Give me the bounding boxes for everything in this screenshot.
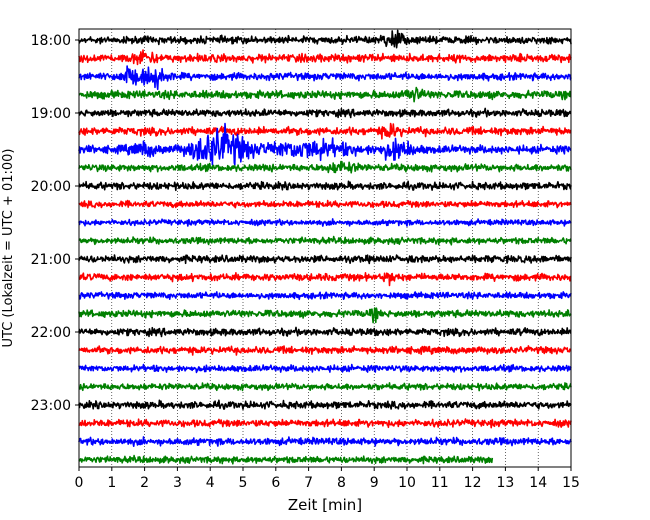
x-tick-label: 2 [140,475,149,491]
trace-row [78,122,572,140]
trace-row [78,122,572,166]
trace-row [78,235,572,246]
x-tick-label: 5 [239,475,248,491]
x-tick-label: 1 [107,475,116,491]
x-tick-label: 10 [398,475,416,491]
trace-row [78,86,572,103]
trace-row [78,65,572,91]
x-tick-label: 3 [173,475,182,491]
trace-row [78,180,572,192]
grid-lines [111,29,539,467]
y-axis-ticks: 18:00 19:00 20:00 21:00 22:00 23:00 [31,33,79,414]
y-tick-label: 21:00 [31,252,71,268]
trace-row [78,436,572,448]
trace-row [78,382,572,392]
x-tick-label: 12 [464,475,482,491]
trace-row [78,218,572,227]
trace-row [78,399,572,410]
seismic-traces [78,29,572,465]
x-axis-title: Zeit [min] [288,496,362,514]
x-tick-label: 15 [562,475,580,491]
trace-row [78,326,572,338]
x-tick-label: 0 [75,475,84,491]
trace-row [78,29,572,49]
y-axis-title: UTC (Lokalzeit = UTC + 01:00) [1,149,16,348]
x-tick-label: 6 [271,475,280,491]
trace-row [78,418,572,429]
trace-row [78,271,572,287]
x-tick-label: 4 [206,475,215,491]
trace-row [78,254,572,265]
x-tick-label: 14 [529,475,547,491]
y-tick-label: 23:00 [31,398,71,414]
trace-row [78,107,572,119]
x-tick-label: 9 [370,475,379,491]
plot-frame [78,28,572,468]
x-axis-ticks: 0 1 2 3 4 5 6 7 8 9 10 11 12 13 14 15 [75,467,580,491]
trace-row [78,454,494,465]
trace-row [78,160,572,174]
x-tick-label: 8 [337,475,346,491]
y-tick-label: 18:00 [31,33,71,49]
trace-row [78,291,572,301]
y-tick-label: 19:00 [31,106,71,122]
trace-row [78,199,572,209]
y-tick-label: 22:00 [31,325,71,341]
x-tick-label: 13 [496,475,514,491]
x-tick-label: 7 [304,475,313,491]
trace-row [78,307,572,324]
trace-row [78,363,572,374]
y-tick-label: 20:00 [31,179,71,195]
x-tick-label: 11 [431,475,449,491]
trace-row [78,345,572,356]
trace-row [78,49,572,66]
